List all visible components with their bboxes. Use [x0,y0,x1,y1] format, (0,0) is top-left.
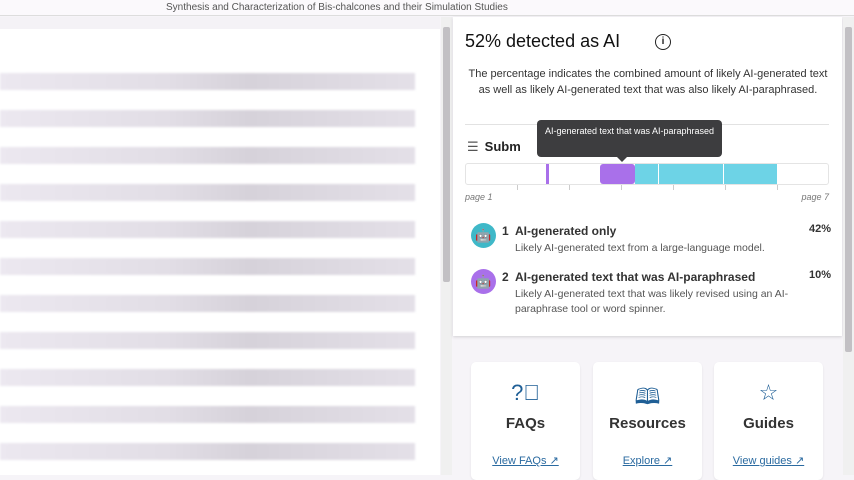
document-title-bar: Synthesis and Characterization of Bis-ch… [0,0,854,16]
blurred-text-line [0,406,415,423]
page-title: 52% detected as AI [465,31,621,51]
document-scrollbar[interactable] [441,17,452,475]
guides-card: ☆ Guides View guides ↗ [714,362,823,480]
blurred-text-line [0,332,415,349]
blurred-text-line [0,221,415,238]
page-end-label: page 7 [801,192,829,202]
resources-card: 🕮 Resources Explore ↗ [593,362,702,480]
blurred-text-line [0,295,415,312]
percent: 42% [808,223,831,235]
question-circle-icon: ?⃝ [511,380,540,405]
document-preview [0,17,440,475]
blurred-text-line [0,73,415,90]
submission-breakdown-heading: ☰ Subm [467,139,521,154]
ai-detection-card: 52% detected as AI i The percentage indi… [453,17,842,336]
segment-ai-generated[interactable] [724,164,777,184]
panel-scrollbar[interactable] [843,17,854,475]
segment-ai-paraphrased[interactable] [600,164,635,184]
robot-paraphrase-icon: 🤖 [471,269,496,294]
percent: 10% [808,269,831,281]
star-icon: ☆ [758,380,779,405]
explore-link[interactable]: Explore ↗ [622,455,673,467]
tooltip: AI-generated text that was AI-paraphrase… [537,120,722,162]
blurred-text-line [0,443,415,460]
faqs-card: ?⃝ FAQs View FAQs ↗ [471,362,580,480]
segment-ai-paraphrased[interactable] [546,164,549,184]
segment-ai-generated[interactable] [635,164,658,184]
blurred-text-line [0,369,415,386]
info-icon[interactable]: i [655,34,671,50]
view-guides-link[interactable]: View guides ↗ [732,455,805,467]
page-start-label: page 1 [465,192,493,202]
blurred-text-line [0,110,415,127]
book-icon: 🕮 [634,384,661,409]
view-faqs-link[interactable]: View FAQs ↗ [492,455,559,467]
blurred-text-line [0,147,415,164]
segment-ai-generated[interactable] [659,164,723,184]
description: The percentage indicates the combined am… [468,68,828,96]
robot-icon: 🤖 [471,223,496,248]
blurred-text-line [0,258,415,275]
document-title: Synthesis and Characterization of Bis-ch… [166,2,508,13]
page-distribution-bar[interactable] [465,163,829,185]
list-icon: ☰ [467,139,479,154]
blurred-text-line [0,184,415,201]
